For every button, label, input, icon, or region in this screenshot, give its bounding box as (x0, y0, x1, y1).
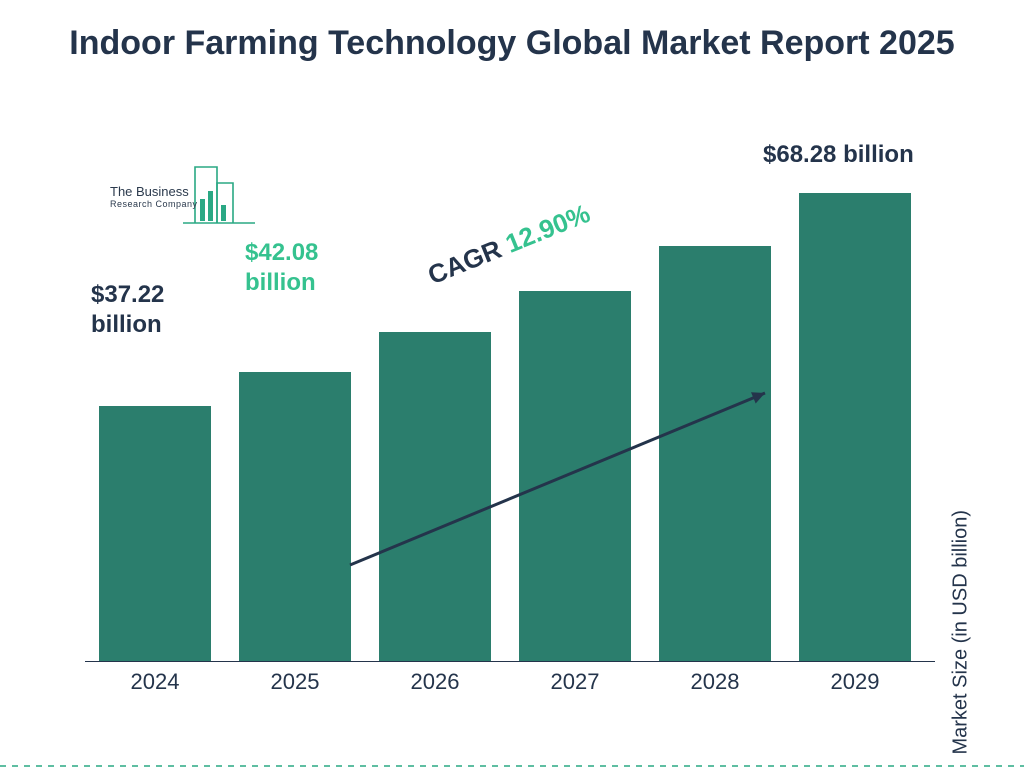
trend-arrow (85, 140, 935, 700)
y-axis-label: Market Size (in USD billion) (950, 510, 973, 755)
bar-chart: 202420252026202720282029 $37.22billion$4… (85, 140, 935, 700)
chart-title: Indoor Farming Technology Global Market … (0, 22, 1024, 65)
page: Indoor Farming Technology Global Market … (0, 0, 1024, 768)
